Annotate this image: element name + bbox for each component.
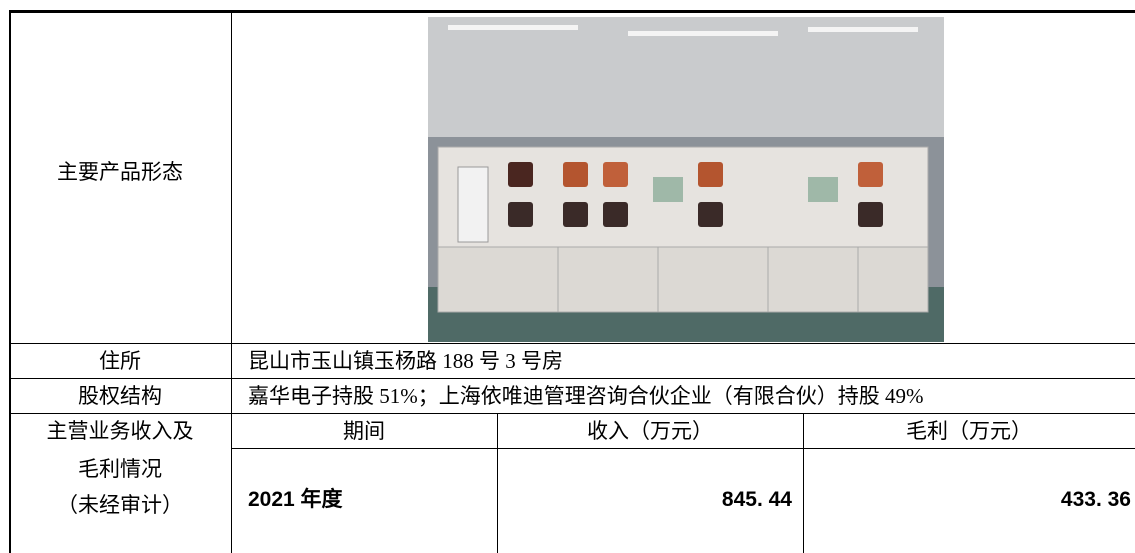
row-label: 股权结构 — [78, 384, 162, 408]
profit-cell: 433. 36 — [1060, 488, 1131, 511]
revenue-cell: 845. 44 — [721, 488, 792, 511]
row-label: （未经审计） — [57, 493, 183, 517]
column-header: 期间 — [343, 419, 385, 443]
period-cell: 2021 年度 — [248, 488, 343, 511]
product-photo — [428, 17, 944, 342]
row-label: 毛利情况 — [78, 457, 162, 481]
border — [803, 413, 804, 553]
row-label: 主要产品形态 — [57, 160, 183, 184]
border — [231, 10, 232, 553]
border — [9, 10, 1135, 13]
border — [9, 10, 11, 553]
border — [497, 413, 498, 553]
row-label: 主营业务收入及 — [46, 419, 194, 443]
row-value: 昆山市玉山镇玉杨路 188 号 3 号房 — [248, 349, 563, 373]
column-header: 收入（万元） — [587, 419, 713, 443]
row-label: 住所 — [99, 349, 141, 373]
border — [9, 343, 1135, 344]
border — [9, 413, 1135, 414]
border — [9, 378, 1135, 379]
border — [231, 448, 1135, 449]
row-value: 嘉华电子持股 51%；上海依唯迪管理咨询合伙企业（有限合伙）持股 49% — [248, 384, 924, 408]
column-header: 毛利（万元） — [906, 419, 1032, 443]
